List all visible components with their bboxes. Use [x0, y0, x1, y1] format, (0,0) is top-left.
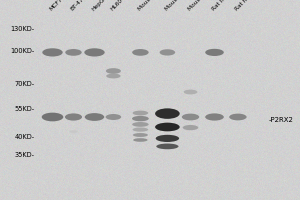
Ellipse shape — [156, 135, 179, 142]
Ellipse shape — [106, 68, 121, 74]
Ellipse shape — [205, 49, 224, 56]
Text: Rat heart: Rat heart — [234, 0, 257, 12]
Ellipse shape — [69, 130, 78, 133]
Text: HepG2: HepG2 — [91, 0, 109, 12]
Ellipse shape — [42, 113, 63, 121]
Ellipse shape — [184, 90, 197, 94]
Ellipse shape — [133, 133, 148, 137]
Ellipse shape — [182, 114, 199, 120]
Text: 130KD-: 130KD- — [11, 26, 34, 32]
Ellipse shape — [133, 138, 148, 142]
Ellipse shape — [229, 114, 247, 120]
Text: 40KD-: 40KD- — [14, 134, 34, 140]
Ellipse shape — [132, 122, 149, 127]
Text: HL60: HL60 — [110, 0, 124, 12]
Ellipse shape — [205, 113, 224, 121]
Ellipse shape — [160, 49, 175, 56]
Ellipse shape — [85, 113, 104, 121]
Ellipse shape — [106, 74, 121, 78]
Text: Mouse testis: Mouse testis — [164, 0, 194, 12]
Ellipse shape — [65, 113, 82, 121]
Text: 55KD-: 55KD- — [14, 106, 34, 112]
Ellipse shape — [183, 125, 198, 130]
Ellipse shape — [65, 49, 82, 56]
Text: MCF7: MCF7 — [49, 0, 64, 12]
Ellipse shape — [155, 123, 180, 131]
Ellipse shape — [132, 116, 149, 121]
Ellipse shape — [156, 144, 178, 149]
Text: Mouse heart: Mouse heart — [187, 0, 217, 12]
Text: Rat liver: Rat liver — [211, 0, 232, 12]
Text: -P2RX2: -P2RX2 — [268, 117, 293, 123]
Ellipse shape — [106, 114, 121, 120]
Text: BT-474: BT-474 — [70, 0, 88, 12]
Text: 35KD-: 35KD- — [14, 152, 34, 158]
Ellipse shape — [155, 108, 180, 119]
Text: 100KD-: 100KD- — [10, 48, 34, 54]
Ellipse shape — [42, 48, 63, 57]
Text: Mouse liver: Mouse liver — [137, 0, 164, 12]
Ellipse shape — [132, 49, 149, 56]
Ellipse shape — [133, 128, 148, 132]
Text: 70KD-: 70KD- — [14, 81, 34, 87]
Ellipse shape — [133, 111, 148, 115]
Ellipse shape — [84, 48, 105, 57]
